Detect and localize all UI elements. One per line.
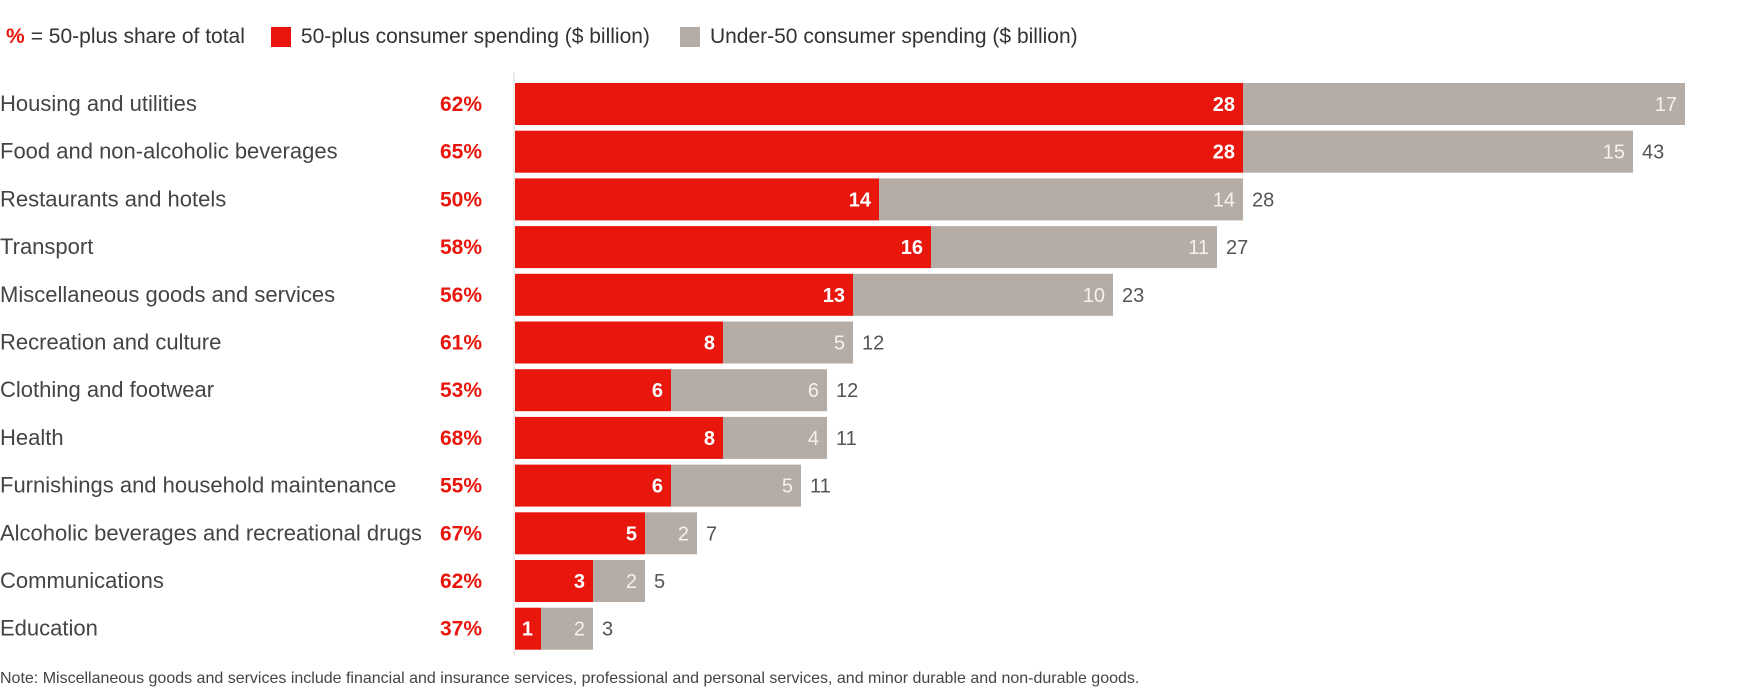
category-label: Miscellaneous goods and services [0,282,335,307]
legend-swatch-50plus [270,27,291,47]
bar-50plus [515,369,671,412]
value-label-50plus: 14 [849,189,872,211]
category-label: Education [0,616,98,641]
value-label-under50: 15 [1603,142,1625,164]
chart-note: Note: Miscellaneous goods and services i… [0,670,1140,687]
share-label: 67% [440,522,482,545]
total-label: 28 [1252,189,1274,211]
value-label-under50: 5 [834,333,845,355]
value-label-50plus: 13 [823,285,845,307]
value-label-50plus: 3 [574,571,585,593]
legend-item-under50: Under-50 consumer spending ($ billion) [679,25,1078,49]
bar-50plus [515,130,1243,173]
value-label-50plus: 5 [626,523,637,545]
bar-under50 [853,273,1113,316]
bar-50plus [515,512,645,555]
legend-share-text: = 50-plus share of total [30,25,245,48]
value-label-under50: 2 [678,523,689,545]
bar-50plus [515,226,931,269]
share-label: 65% [440,141,482,164]
share-label: 62% [440,93,482,116]
bar-50plus [515,273,853,316]
value-label-under50: 6 [808,380,819,402]
bar-under50 [1243,83,1685,125]
value-label-50plus: 6 [652,380,663,402]
share-label: 61% [440,332,482,355]
bar-under50 [541,607,593,650]
bar-50plus [515,416,723,459]
share-label: 50% [440,188,482,211]
value-label-under50: 2 [626,571,637,593]
total-label: 5 [654,571,665,593]
bar-50plus [515,321,723,364]
category-label: Recreation and culture [0,330,221,355]
category-label: Food and non-alcoholic beverages [0,139,338,164]
legend-label-50plus: 50-plus consumer spending ($ billion) [300,25,650,48]
bar-50plus [515,83,1243,125]
value-label-under50: 4 [808,428,819,450]
share-label: 56% [440,284,482,307]
legend-label-under50: Under-50 consumer spending ($ billion) [709,25,1078,48]
total-label: 43 [1642,142,1664,164]
share-label: 55% [440,475,482,498]
category-label: Clothing and footwear [0,377,214,402]
value-label-50plus: 16 [901,237,923,259]
category-label: Housing and utilities [0,91,197,116]
bar-50plus [515,464,671,507]
category-label: Alcoholic beverages and recreational dru… [0,520,422,545]
bar-under50 [671,369,827,412]
value-label-50plus: 28 [1213,142,1235,164]
total-label: 27 [1226,237,1248,259]
share-label: 58% [440,236,482,259]
bar-50plus [515,178,879,221]
value-label-50plus: 1 [522,619,533,641]
legend-item-50plus: 50-plus consumer spending ($ billion) [270,25,650,49]
share-label: 68% [440,427,482,450]
bar-50plus [515,560,593,602]
category-label: Transport [0,234,93,259]
value-label-50plus: 6 [652,476,663,498]
category-label: Health [0,425,64,450]
category-label: Communications [0,568,164,593]
share-label: 37% [440,618,482,641]
bar-under50 [1243,130,1633,173]
value-label-50plus: 28 [1213,94,1235,116]
bar-under50 [931,226,1217,269]
value-label-under50: 14 [1213,189,1235,211]
bar-under50 [593,560,645,602]
total-label: 7 [706,523,717,545]
value-label-under50: 5 [782,476,793,498]
category-label: Furnishings and household maintenance [0,473,396,498]
value-label-under50: 11 [1188,237,1209,259]
share-label: 62% [440,570,482,593]
bar-under50 [671,464,801,507]
value-label-under50: 17 [1655,94,1677,116]
value-label-50plus: 8 [704,333,715,355]
total-label: 3 [602,619,613,641]
bar-50plus [515,607,541,650]
total-label: 11 [810,476,831,498]
value-label-under50: 2 [574,619,585,641]
value-label-50plus: 8 [704,428,715,450]
share-label: 53% [440,379,482,402]
bar-under50 [879,178,1243,221]
category-label: Restaurants and hotels [0,186,226,211]
legend-share-symbol: % [6,25,25,48]
total-label: 11 [836,428,857,450]
total-label: 23 [1122,285,1144,307]
bar-under50 [645,512,697,555]
legend: % = 50-plus share of total 50-plus consu… [6,22,1108,52]
total-label: 12 [836,380,858,402]
value-label-under50: 10 [1083,285,1105,307]
bar-under50 [723,321,853,364]
bar-under50 [723,416,827,459]
legend-swatch-under50 [679,27,700,47]
total-label: 12 [862,333,884,355]
